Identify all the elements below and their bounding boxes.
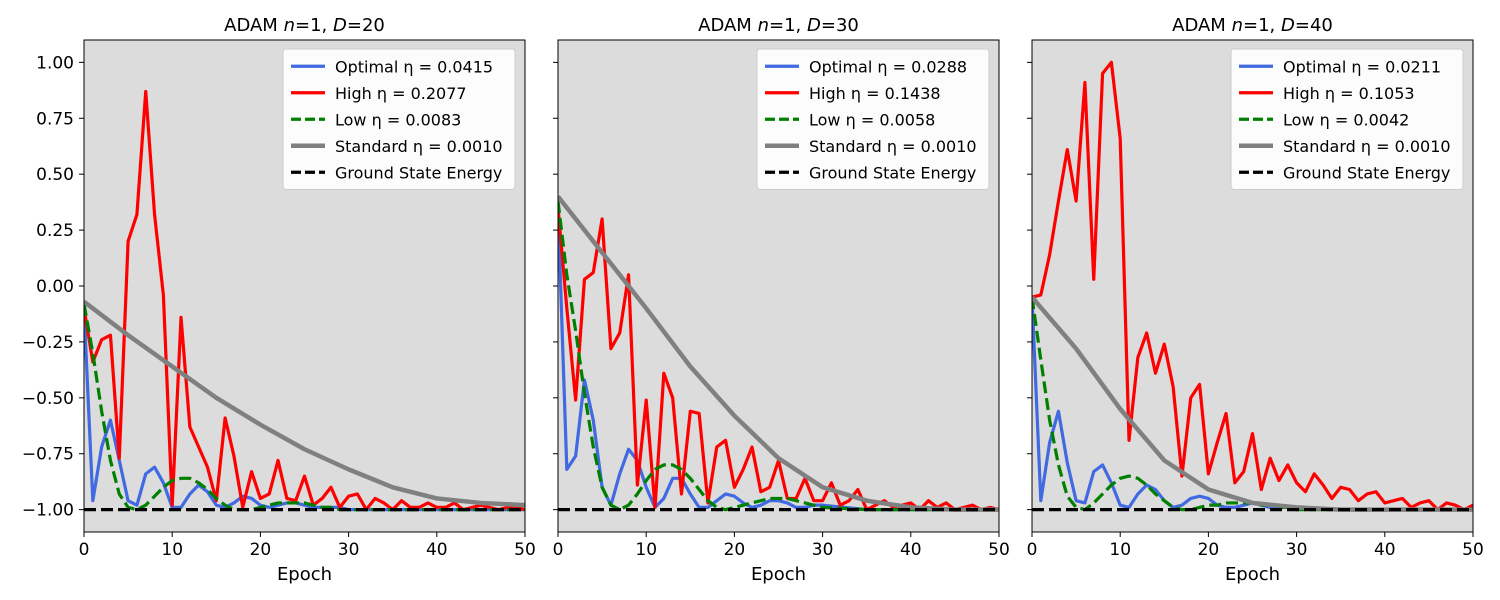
legend: Optimal η = 0.0288 High η = 0.1438 Low η =… bbox=[756, 48, 990, 190]
legend-label: Standard η = 0.0010 bbox=[809, 137, 977, 156]
y-tick-label: −0.25 bbox=[22, 333, 74, 353]
x-tick-label: 0 bbox=[1027, 540, 1038, 560]
x-tick-label: 10 bbox=[161, 540, 183, 560]
x-tick-label: 30 bbox=[1286, 540, 1308, 560]
legend-label: Low η = 0.0083 bbox=[335, 110, 461, 129]
y-tick-label: 0.25 bbox=[36, 221, 74, 241]
legend-box bbox=[756, 48, 990, 190]
series-group bbox=[558, 195, 999, 512]
x-tick-label: 50 bbox=[988, 540, 1010, 560]
legend-label: Optimal η = 0.0415 bbox=[335, 57, 493, 76]
series-group bbox=[84, 89, 525, 512]
panel-1: 0 10 20 30 40 50 −1.00 −0.75 −0.50 −0.25 0.00 0.25 0… bbox=[22, 15, 536, 585]
x-axis-label: Epoch bbox=[751, 564, 806, 585]
legend-label: Ground State Energy bbox=[335, 163, 502, 182]
x-tick-label: 40 bbox=[900, 540, 922, 560]
series-group bbox=[1032, 60, 1473, 512]
legend-label: Standard η = 0.0010 bbox=[335, 137, 503, 156]
legend-label: Ground State Energy bbox=[1283, 163, 1450, 182]
legend-label: High η = 0.2077 bbox=[335, 84, 467, 103]
y-tick-label: −0.50 bbox=[22, 389, 74, 409]
x-tick-label: 40 bbox=[1374, 540, 1396, 560]
x-tick-label: 20 bbox=[250, 540, 272, 560]
legend-label: Low η = 0.0058 bbox=[809, 110, 935, 129]
legend-label: Ground State Energy bbox=[809, 163, 976, 182]
legend-label: Optimal η = 0.0211 bbox=[1283, 57, 1441, 76]
legend-label: Optimal η = 0.0288 bbox=[809, 57, 967, 76]
panel-title: ADAM n=1, D=20 bbox=[224, 15, 385, 36]
series-line-1 bbox=[558, 207, 999, 512]
series-line-2 bbox=[84, 89, 525, 512]
x-tick-label: 10 bbox=[635, 540, 657, 560]
panel-2: 0 10 20 30 40 50 Epoch ADAM n=1, D=30 Optimal η … bbox=[553, 15, 1010, 585]
x-axis-label: Epoch bbox=[277, 564, 332, 585]
y-tick-label: −0.75 bbox=[22, 445, 74, 465]
x-tick-label: 40 bbox=[426, 540, 448, 560]
series-line-2 bbox=[1032, 60, 1473, 512]
y-tick-label: 1.00 bbox=[36, 53, 74, 73]
x-axis-label: Epoch bbox=[1225, 564, 1280, 585]
panel-title: ADAM n=1, D=30 bbox=[698, 15, 859, 36]
x-tick-label: 50 bbox=[1462, 540, 1484, 560]
panel-3: 0 10 20 30 40 50 Epoch ADAM n=1, D=40 Optimal η … bbox=[1027, 15, 1484, 585]
legend-label: High η = 0.1438 bbox=[809, 84, 941, 103]
series-line-4 bbox=[84, 299, 525, 508]
legend: Optimal η = 0.0211 High η = 0.1053 Low η =… bbox=[1230, 48, 1464, 190]
panels-group: 0 10 20 30 40 50 −1.00 −0.75 −0.50 −0.25 0.00 0.25 0… bbox=[22, 15, 1484, 585]
legend-box bbox=[282, 48, 516, 190]
y-tick-label: −1.00 bbox=[22, 501, 74, 521]
x-tick-label: 30 bbox=[812, 540, 834, 560]
legend-label: High η = 0.1053 bbox=[1283, 84, 1415, 103]
legend-label: Low η = 0.0042 bbox=[1283, 110, 1409, 129]
y-tick-label: 0.50 bbox=[36, 165, 74, 185]
x-tick-label: 20 bbox=[1198, 540, 1220, 560]
series-line-3 bbox=[558, 200, 999, 512]
legend-label: Standard η = 0.0010 bbox=[1283, 137, 1451, 156]
x-tick-label: 0 bbox=[79, 540, 90, 560]
series-line-3 bbox=[84, 303, 525, 512]
x-tick-label: 10 bbox=[1109, 540, 1131, 560]
panel-title: ADAM n=1, D=40 bbox=[1172, 15, 1333, 36]
x-tick-label: 20 bbox=[724, 540, 746, 560]
series-line-1 bbox=[84, 308, 525, 512]
x-tick-label: 50 bbox=[514, 540, 536, 560]
x-tick-label: 0 bbox=[553, 540, 564, 560]
y-tick-label: 0.75 bbox=[36, 109, 74, 129]
legend-box bbox=[1230, 48, 1464, 190]
legend: Optimal η = 0.0415 High η = 0.2077 Low η =… bbox=[282, 48, 516, 190]
y-tick-label: 0.00 bbox=[36, 277, 74, 297]
x-tick-label: 30 bbox=[338, 540, 360, 560]
